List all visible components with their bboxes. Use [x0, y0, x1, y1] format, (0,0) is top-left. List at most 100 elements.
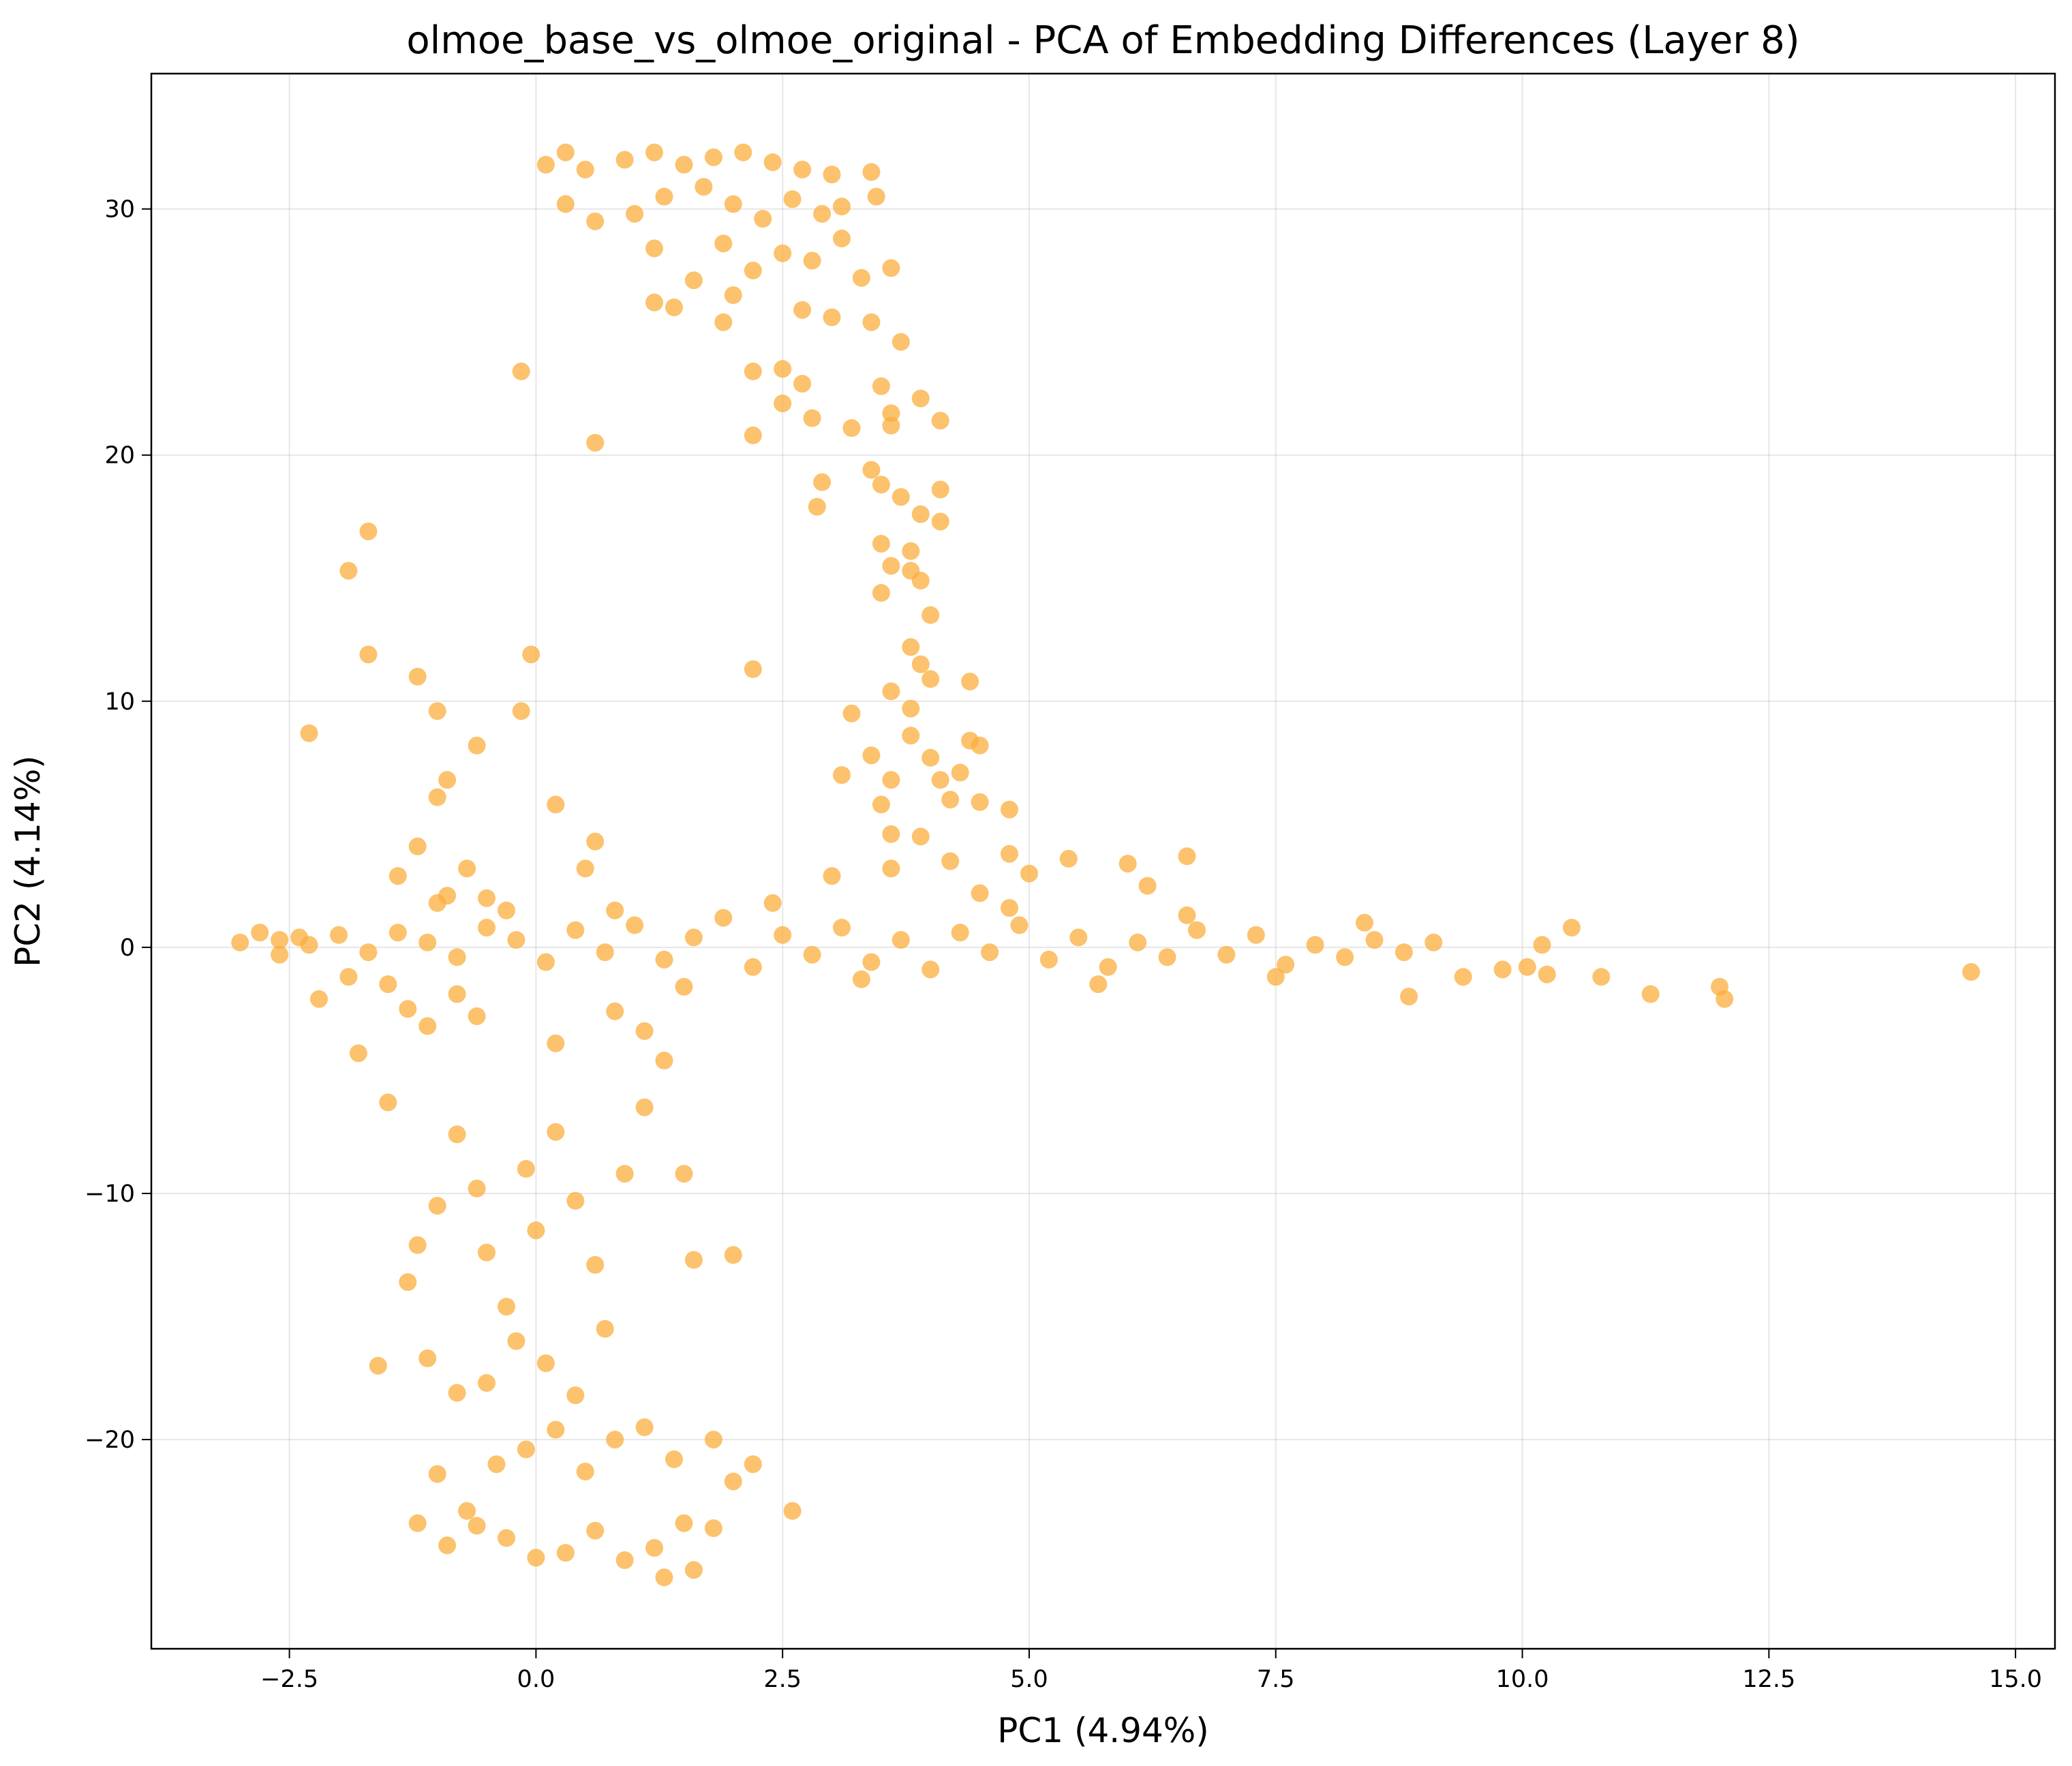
scatter-point: [872, 476, 890, 493]
scatter-point: [1247, 926, 1265, 944]
axis-ticks: −2.5 0.0 2.5 5.0 7.5 10.0 12.5 15.0 −20 −10 0 10 20 3…: [85, 196, 2042, 1693]
scatter-point: [418, 933, 437, 951]
scatter-point: [872, 583, 890, 602]
scatter-point: [645, 293, 663, 311]
scatter-point: [862, 313, 881, 331]
scatter-point: [615, 1551, 634, 1569]
scatter-point: [872, 534, 890, 553]
scatter-point: [1716, 990, 1734, 1008]
scatter-point: [823, 308, 841, 326]
scatter-point: [408, 1236, 427, 1254]
scatter-point: [478, 919, 496, 937]
scatter-point: [468, 1007, 486, 1025]
scatter-point: [675, 1165, 693, 1183]
x-tick-label: 15.0: [1989, 1666, 2042, 1693]
scatter-point: [882, 771, 900, 789]
scatter-point: [665, 299, 683, 316]
scatter-point: [547, 1123, 565, 1141]
scatter-point: [330, 926, 348, 944]
scatter-point: [704, 1431, 722, 1449]
scatter-point: [379, 1093, 397, 1112]
scatter-point: [517, 1440, 535, 1459]
scatter-point: [1454, 968, 1472, 986]
scatter-point: [349, 1044, 367, 1063]
scatter-point: [902, 727, 920, 745]
scatter-point: [359, 645, 378, 664]
scatter-point: [1962, 963, 1980, 981]
y-tick-label: 30: [104, 196, 135, 224]
scatter-point: [1562, 919, 1581, 937]
x-tick-label: −2.5: [260, 1666, 318, 1693]
y-tick-label: 20: [104, 442, 135, 470]
scatter-point: [556, 195, 575, 213]
scatter-point: [931, 513, 949, 531]
scatter-point: [882, 825, 900, 843]
scatter-point: [645, 1539, 663, 1557]
scatter-point: [971, 884, 989, 902]
scatter-point: [892, 333, 910, 351]
scatter-point: [586, 1521, 605, 1540]
scatter-point: [675, 977, 693, 996]
scatter-point: [428, 1465, 446, 1483]
scatter-point: [862, 163, 881, 181]
scatter-point: [448, 1125, 466, 1144]
scatter-point: [615, 1165, 634, 1183]
scatter-point: [931, 481, 949, 499]
scatter-point: [428, 1197, 446, 1215]
scatter-point: [763, 153, 782, 171]
scatter-point: [418, 1349, 437, 1367]
scatter-point: [1424, 933, 1443, 951]
scatter-point: [675, 1514, 693, 1532]
scatter-point: [921, 670, 940, 688]
scatter-point: [1118, 855, 1137, 873]
scatter-point: [734, 143, 752, 162]
scatter-point: [428, 894, 446, 912]
scatter-point: [408, 1514, 427, 1532]
scatter-point: [645, 239, 663, 258]
scatter-point: [783, 1502, 802, 1520]
scatter-point: [512, 362, 530, 380]
x-tick-label: 2.5: [763, 1666, 802, 1693]
scatter-point: [724, 195, 742, 213]
scatter-point: [921, 960, 940, 979]
grid-lines: [151, 74, 2055, 1649]
scatter-point: [1001, 800, 1018, 819]
scatter-point: [833, 919, 851, 937]
scatter-point: [852, 970, 870, 988]
scatter-point: [921, 748, 940, 767]
scatter-point: [507, 1332, 525, 1350]
scatter-point: [1001, 899, 1018, 917]
scatter-point: [498, 1529, 515, 1547]
x-tick-label: 7.5: [1257, 1666, 1295, 1693]
scatter-point: [606, 901, 624, 919]
scatter-point: [724, 286, 742, 304]
scatter-point: [931, 771, 949, 789]
scatter-point: [586, 212, 605, 230]
scatter-point: [576, 859, 594, 878]
scatter-point: [438, 771, 457, 789]
scatter-point: [1336, 948, 1354, 966]
scatter-point: [478, 1243, 496, 1262]
x-tick-label: 10.0: [1496, 1666, 1549, 1693]
scatter-point: [823, 867, 841, 885]
scatter-point: [1188, 921, 1206, 939]
scatter-point: [458, 859, 476, 878]
scatter-point: [388, 924, 407, 942]
scatter-point: [931, 412, 949, 430]
scatter-point: [813, 473, 832, 491]
scatter-point: [635, 1418, 654, 1436]
scatter-point: [251, 924, 269, 942]
scatter-point: [478, 889, 496, 907]
scatter-point: [512, 702, 530, 720]
scatter-point: [310, 990, 328, 1008]
scatter-point: [635, 1098, 654, 1116]
y-tick-label: 0: [120, 934, 135, 962]
scatter-point: [862, 461, 881, 479]
scatter-points: [231, 143, 1980, 1587]
scatter-point: [902, 638, 920, 656]
scatter-point: [655, 950, 673, 969]
scatter-point: [941, 852, 960, 870]
scatter-point: [1365, 931, 1384, 949]
scatter-point: [448, 985, 466, 1003]
